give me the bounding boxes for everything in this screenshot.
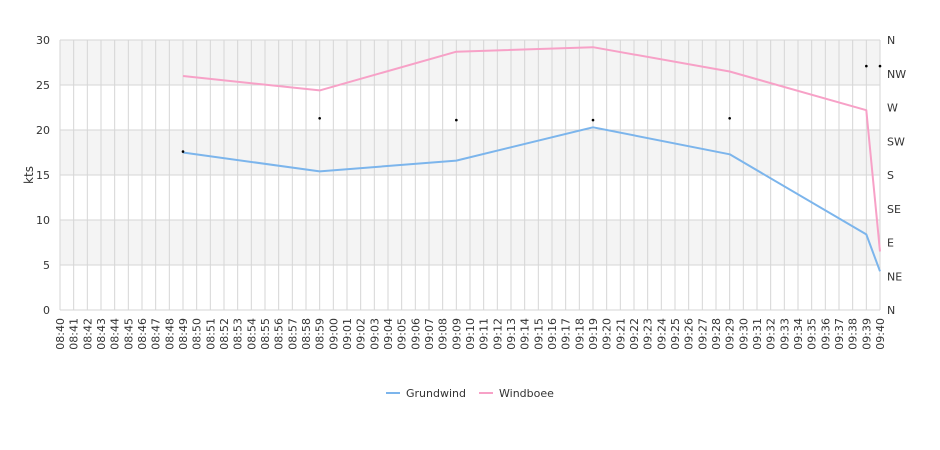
y-axis-label: kts: [22, 166, 36, 184]
direction-point: [865, 64, 868, 68]
x-tick-label: 09:39: [860, 318, 873, 350]
series-lines: [182, 46, 881, 272]
horizontal-gridlines: [60, 39, 880, 311]
right-axis-tick-label: N: [887, 304, 895, 317]
x-tick-label: 08:55: [259, 318, 272, 350]
y-tick-label: 15: [36, 169, 50, 182]
x-tick-label: 09:06: [409, 318, 422, 350]
x-tick-label: 09:23: [642, 318, 655, 350]
x-tick-label: 08:48: [163, 318, 176, 350]
x-tick-label: 09:13: [505, 318, 518, 350]
x-tick-label: 09:10: [464, 318, 477, 350]
x-tick-label: 09:34: [792, 318, 805, 350]
x-tick-label: 08:47: [150, 318, 163, 350]
x-tick-label: 09:09: [450, 318, 463, 350]
x-tick-label: 09:18: [573, 318, 586, 350]
x-tick-label: 09:05: [396, 318, 409, 350]
legend-item-grundwind[interactable]: Grundwind: [386, 387, 466, 400]
x-tick-label: 09:17: [560, 318, 573, 350]
x-tick-label: 09:19: [587, 318, 600, 350]
x-tick-label: 09:35: [806, 318, 819, 350]
x-tick-label: 08:56: [273, 318, 286, 350]
x-tick-label: 09:33: [778, 318, 791, 350]
x-tick-label: 08:43: [95, 318, 108, 350]
x-tick-label: 08:45: [122, 318, 135, 350]
x-axis-ticks: 08:40 08:41 08:42 08:43 08:44 08:45 08:46 08:47…: [54, 318, 887, 350]
x-tick-label: 08:51: [204, 318, 217, 350]
x-tick-label: 09:29: [724, 318, 737, 350]
x-tick-label: 09:02: [355, 318, 368, 350]
x-tick-label: 08:50: [191, 318, 204, 350]
x-tick-label: 08:44: [109, 318, 122, 350]
x-tick-label: 08:46: [136, 318, 149, 350]
x-tick-label: 09:04: [382, 318, 395, 350]
y-axis-ticks: 0 5 10 15 20 25 30: [36, 34, 50, 317]
direction-point: [455, 118, 458, 122]
legend-item-windboee[interactable]: Windboee: [479, 387, 554, 400]
x-tick-label: 09:25: [669, 318, 682, 350]
x-tick-label: 09:16: [546, 318, 559, 350]
y-tick-label: 0: [43, 304, 50, 317]
right-axis-tick-label: E: [887, 237, 894, 250]
x-tick-label: 09:32: [765, 318, 778, 350]
x-tick-label: 09:31: [751, 318, 764, 350]
series-line-windboee: [182, 46, 881, 252]
x-tick-label: 09:37: [833, 318, 846, 350]
legend-label: Windboee: [499, 387, 554, 400]
y-tick-label: 20: [36, 124, 50, 137]
right-axis-tick-label: NW: [887, 68, 906, 81]
series-line-grundwind: [182, 126, 881, 272]
x-tick-label: 08:52: [218, 318, 231, 350]
legend-label: Grundwind: [406, 387, 466, 400]
y-tick-label: 30: [36, 34, 50, 47]
x-tick-label: 09:07: [423, 318, 436, 350]
x-tick-label: 08:42: [81, 318, 94, 350]
x-tick-label: 09:38: [847, 318, 860, 350]
y-tick-label: 25: [36, 79, 50, 92]
x-tick-label: 09:15: [532, 318, 545, 350]
right-axis-tick-label: SE: [887, 203, 901, 216]
x-tick-label: 09:24: [655, 318, 668, 350]
right-axis-tick-label: W: [887, 102, 898, 115]
x-tick-label: 09:30: [737, 318, 750, 350]
x-tick-label: 09:28: [710, 318, 723, 350]
x-tick-label: 09:21: [614, 318, 627, 350]
direction-point: [591, 118, 595, 122]
x-tick-label: 08:54: [245, 318, 258, 350]
x-tick-label: 08:53: [232, 318, 245, 350]
x-tick-label: 08:57: [286, 318, 299, 350]
direction-point: [318, 117, 321, 120]
x-tick-label: 08:58: [300, 318, 313, 350]
x-tick-label: 08:40: [54, 318, 67, 350]
right-axis-tick-label: N: [887, 34, 895, 47]
x-tick-label: 08:41: [68, 318, 81, 350]
y-tick-label: 10: [36, 214, 50, 227]
x-tick-label: 09:00: [327, 318, 340, 350]
right-axis-ticks: N NE E SE S SW W NW N: [887, 34, 906, 317]
x-tick-label: 09:08: [437, 318, 450, 350]
x-tick-label: 09:27: [696, 318, 709, 350]
x-tick-label: 08:49: [177, 318, 190, 350]
x-tick-label: 09:20: [601, 318, 614, 350]
right-axis-tick-label: S: [887, 169, 894, 182]
x-tick-label: 09:14: [519, 318, 532, 350]
direction-point: [728, 117, 731, 120]
x-tick-label: 09:03: [368, 318, 381, 350]
x-tick-label: 09:40: [874, 318, 887, 350]
x-tick-label: 09:11: [478, 318, 491, 350]
x-tick-label: 09:22: [628, 318, 641, 350]
direction-point: [181, 150, 185, 153]
x-tick-label: 09:01: [341, 318, 354, 350]
y-tick-label: 5: [43, 259, 50, 272]
x-tick-label: 08:59: [314, 318, 327, 350]
x-tick-label: 09:26: [683, 318, 696, 350]
legend[interactable]: Grundwind Windboee: [386, 387, 554, 400]
right-axis-tick-label: NE: [887, 270, 902, 283]
direction-point: [878, 64, 882, 68]
direction-points: [181, 64, 882, 153]
right-axis-tick-label: SW: [887, 135, 905, 148]
x-tick-label: 09:12: [491, 318, 504, 350]
x-tick-label: 09:36: [819, 318, 832, 350]
